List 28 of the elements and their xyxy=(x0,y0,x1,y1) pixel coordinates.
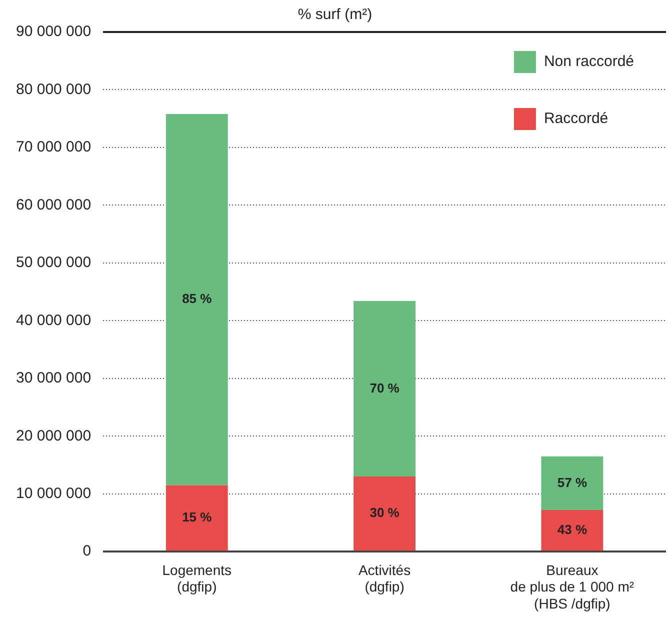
y-tick-label: 30 000 000 xyxy=(16,370,92,387)
legend-label: Non raccordé xyxy=(544,53,634,70)
y-tick-label: 0 xyxy=(82,542,92,560)
y-tick-label: 70 000 000 xyxy=(16,138,92,156)
annotation: 70 % xyxy=(370,380,400,396)
annotation: 30 % xyxy=(370,505,400,520)
bar xyxy=(354,301,416,477)
annotation: 43 % xyxy=(557,522,588,537)
annotation: 15 % xyxy=(182,509,212,524)
bar xyxy=(166,114,228,486)
y-tick-label: 90 000 000 xyxy=(16,23,92,40)
y-tick-label: 50 000 000 xyxy=(16,254,92,272)
bar xyxy=(354,476,416,551)
annotation: 85 % xyxy=(182,291,212,306)
x-tick-label: Logements (dgfip) xyxy=(162,562,232,595)
chart-title: % surf (m²) xyxy=(298,6,372,24)
y-tick-label: 10 000 000 xyxy=(16,485,92,502)
y-tick-label: 80 000 000 xyxy=(16,80,92,98)
x-tick-label: Activités (dgfip) xyxy=(358,562,411,595)
x-tick-label: Bureaux de plus de 1 000 m² (HBS /dgfip) xyxy=(510,562,634,612)
bar xyxy=(541,510,604,551)
y-tick-label: 20 000 000 xyxy=(16,427,92,444)
annotation: 57 % xyxy=(557,474,588,490)
y-tick-label: 40 000 000 xyxy=(16,312,92,329)
y-tick-label: 60 000 000 xyxy=(16,196,92,214)
bar xyxy=(166,485,228,551)
legend-label: Raccordé xyxy=(544,110,608,128)
bar xyxy=(541,456,604,510)
